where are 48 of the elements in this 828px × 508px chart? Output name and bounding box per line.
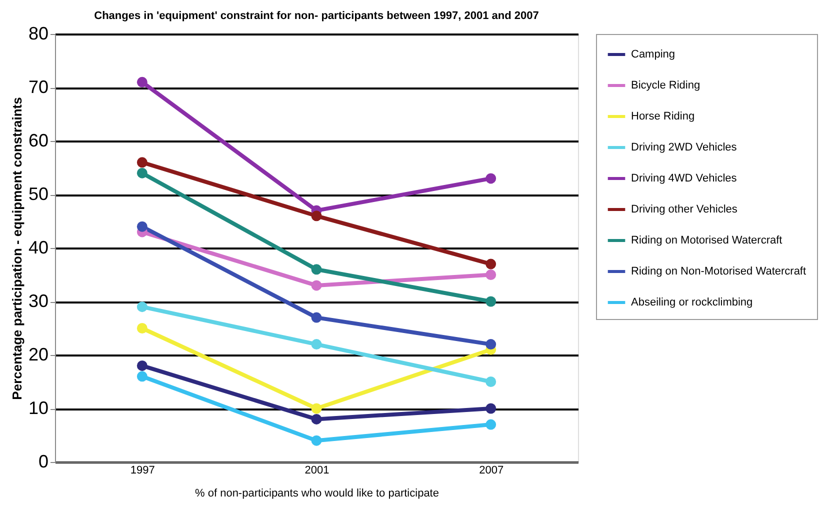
point bbox=[486, 339, 496, 350]
legend-label: Driving 4WD Vehicles bbox=[631, 172, 738, 184]
point bbox=[136, 302, 148, 312]
y-tick-label: 60 bbox=[28, 130, 48, 150]
point bbox=[311, 339, 322, 350]
point bbox=[486, 403, 496, 414]
y-tick-label: 70 bbox=[28, 77, 48, 97]
x-tick-label: 2007 bbox=[479, 464, 504, 476]
x-tick-label: 1997 bbox=[130, 464, 155, 476]
point bbox=[311, 312, 322, 323]
legend-label: Driving other Vehicles bbox=[631, 204, 738, 216]
point bbox=[486, 270, 496, 280]
y-tick-label: 50 bbox=[28, 184, 48, 204]
chart-title: Changes in 'equipment' constraint for non- participants between 1997, 2001 and 2007 bbox=[94, 10, 539, 22]
point bbox=[486, 173, 496, 184]
y-tick-label: 80 bbox=[28, 24, 48, 44]
point bbox=[136, 76, 148, 88]
y-tick-label: 20 bbox=[28, 344, 48, 364]
x-tick-label: 2001 bbox=[304, 464, 330, 476]
point bbox=[311, 264, 322, 275]
legend-label: Riding on Motorised Watercraft bbox=[631, 234, 782, 246]
point bbox=[136, 157, 148, 168]
legend-label: Horse Riding bbox=[631, 110, 695, 122]
y-axis-title: Percentage participation - equipment constraints bbox=[9, 97, 24, 400]
point bbox=[486, 376, 496, 387]
legend-label: Camping bbox=[631, 48, 676, 60]
y-tick-label: 30 bbox=[28, 291, 48, 311]
legend-label: Abseiling or rockclimbing bbox=[631, 296, 753, 308]
x-axis-title: % of non-participants who would like to participate bbox=[195, 488, 439, 500]
point bbox=[136, 323, 148, 334]
point bbox=[311, 435, 322, 446]
point bbox=[311, 210, 322, 222]
point bbox=[136, 371, 148, 382]
point bbox=[486, 258, 496, 270]
point bbox=[136, 168, 148, 178]
point bbox=[486, 296, 496, 307]
point bbox=[136, 360, 148, 371]
point bbox=[311, 403, 322, 414]
point bbox=[136, 221, 148, 232]
y-tick-label: 0 bbox=[38, 452, 48, 472]
legend-label: Riding on Non-Motorised Watercraft bbox=[631, 266, 806, 278]
point bbox=[486, 419, 496, 430]
y-tick-label: 10 bbox=[28, 398, 48, 418]
y-tick-label: 40 bbox=[28, 238, 48, 258]
legend-label: Bicycle Riding bbox=[631, 80, 700, 92]
legend-label: Driving 2WD Vehicles bbox=[631, 142, 738, 154]
point bbox=[311, 414, 322, 424]
point bbox=[311, 280, 322, 291]
